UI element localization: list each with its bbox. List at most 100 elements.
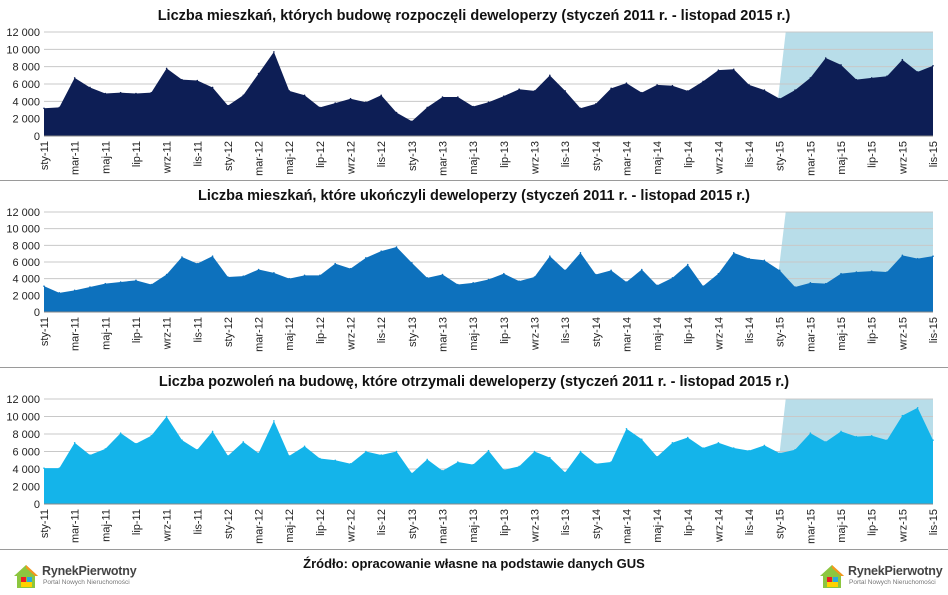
data-point	[181, 256, 183, 258]
data-point	[135, 442, 137, 445]
data-point	[135, 279, 137, 282]
y-tick-label: 4 000	[12, 274, 40, 286]
x-tick-label: mar-12	[254, 141, 266, 176]
data-point	[211, 255, 214, 257]
x-tick-label: lip-11	[131, 509, 143, 535]
data-point	[395, 111, 398, 114]
data-point	[809, 77, 812, 79]
data-point	[748, 84, 750, 86]
y-tick-label: 0	[34, 131, 40, 143]
data-point	[472, 463, 474, 466]
data-point	[901, 58, 904, 61]
x-tick-label: lis-14	[744, 317, 756, 343]
data-point	[625, 427, 628, 430]
data-point	[824, 282, 827, 285]
data-point	[702, 285, 704, 287]
x-tick-label: maj-13	[468, 141, 480, 175]
data-point	[165, 415, 168, 418]
x-tick-label: lis-11	[192, 509, 204, 534]
data-point	[73, 289, 76, 292]
x-tick-label: sty-12	[223, 509, 235, 539]
y-tick-label: 10 000	[6, 224, 40, 236]
data-point	[840, 272, 842, 275]
data-point	[288, 455, 291, 457]
data-point	[119, 281, 122, 283]
data-point	[518, 280, 520, 282]
x-tick-label: wrz-15	[897, 509, 909, 543]
data-point	[441, 469, 444, 472]
data-point	[380, 250, 383, 252]
logo-name: RynekPierwotny	[848, 564, 943, 578]
x-tick-label: maj-14	[652, 509, 664, 543]
x-tick-label: maj-11	[100, 317, 112, 350]
x-tick-label: mar-14	[621, 317, 633, 352]
x-tick-label: wrz-13	[529, 317, 541, 351]
chart-title-permits: Liczba pozwoleń na budowę, które otrzyma…	[158, 374, 790, 390]
data-point	[794, 448, 796, 451]
data-point	[763, 444, 766, 447]
data-point	[702, 80, 704, 83]
data-point	[656, 455, 658, 458]
x-tick-label: mar-12	[254, 509, 266, 544]
data-point	[549, 74, 551, 77]
x-tick-label: mar-13	[438, 509, 450, 544]
data-point	[824, 441, 827, 443]
logo-right: RynekPierwotny Portal Nowych Nieruchomoś…	[818, 562, 946, 590]
data-point	[150, 434, 153, 437]
data-point	[901, 414, 904, 417]
data-point	[579, 107, 582, 110]
data-point	[610, 269, 612, 272]
x-tick-label: lip-15	[867, 141, 879, 168]
y-tick-label: 8 000	[12, 240, 40, 252]
data-point	[916, 257, 919, 260]
data-point	[211, 86, 214, 89]
data-point	[625, 281, 628, 283]
x-tick-label: lip-15	[867, 509, 879, 536]
y-tick-label: 4 000	[12, 464, 40, 476]
data-point	[932, 439, 934, 441]
data-point	[181, 439, 183, 441]
data-point	[319, 457, 321, 460]
data-point	[533, 450, 536, 453]
source-note: Źródło: opracowanie własne na podstawie …	[303, 556, 645, 571]
x-tick-label: sty-12	[223, 317, 235, 347]
x-tick-label: wrz-11	[162, 141, 174, 174]
x-tick-label: lis-15	[928, 141, 940, 167]
data-point	[640, 438, 643, 441]
divider	[0, 180, 948, 181]
data-point	[257, 268, 260, 271]
x-tick-label: wrz-11	[162, 509, 174, 542]
x-tick-label: wrz-14	[713, 317, 725, 351]
x-tick-label: lip-14	[683, 509, 695, 536]
data-point	[58, 292, 61, 294]
logo-name: RynekPierwotny	[42, 564, 137, 578]
data-point	[840, 64, 842, 66]
data-point	[717, 441, 720, 444]
series-area	[44, 407, 933, 504]
data-point	[640, 91, 643, 94]
x-tick-label: wrz-13	[529, 141, 541, 175]
chart-permits: 0 2 000 4 000 6 000 8 000 10 000 12 000 sty-11 m…	[6, 394, 940, 544]
y-tick-label: 2 000	[12, 290, 40, 302]
data-point	[73, 77, 76, 79]
data-point	[196, 448, 199, 451]
x-tick-label: lis-12	[376, 317, 388, 343]
data-point	[242, 94, 245, 97]
x-tick-label: wrz-11	[162, 317, 174, 350]
data-point	[365, 101, 367, 103]
data-point	[242, 275, 245, 277]
data-point	[778, 97, 781, 100]
data-point	[104, 282, 107, 285]
x-tick-label: sty-15	[775, 141, 787, 171]
data-point	[334, 262, 337, 265]
data-point	[303, 445, 306, 448]
x-tick-label: sty-15	[775, 509, 787, 539]
logo-left: RynekPierwotny Portal Nowych Nieruchomoś…	[12, 562, 172, 590]
data-point	[564, 269, 566, 272]
data-point	[426, 277, 428, 279]
x-tick-label: maj-15	[836, 317, 848, 351]
y-tick-label: 10 000	[6, 44, 40, 56]
x-tick-label: wrz-15	[897, 317, 909, 351]
data-point	[73, 441, 76, 444]
logo-house-icon	[14, 565, 38, 588]
